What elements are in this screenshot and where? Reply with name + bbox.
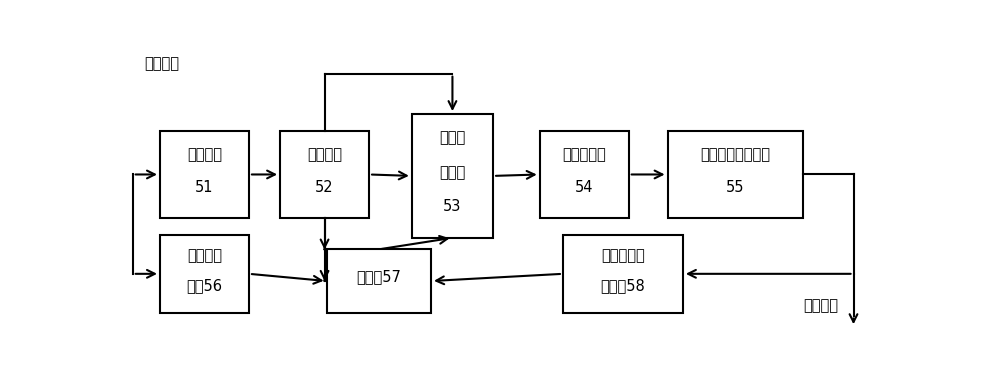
Bar — [326, 249, 431, 313]
Text: 54: 54 — [575, 180, 593, 195]
Bar — [412, 114, 493, 238]
Text: 高频变压器: 高频变压器 — [562, 147, 606, 162]
Bar — [280, 131, 369, 218]
Text: 电压电流检: 电压电流检 — [601, 248, 645, 263]
Text: 交流输入: 交流输入 — [144, 56, 179, 71]
Text: 51: 51 — [195, 180, 214, 195]
Bar — [160, 131, 249, 218]
Text: 原边控: 原边控 — [439, 131, 466, 145]
Text: 55: 55 — [726, 180, 745, 195]
Text: 副边整流滤波模块: 副边整流滤波模块 — [700, 147, 770, 162]
Text: 测模块58: 测模块58 — [601, 278, 645, 293]
Bar — [160, 235, 249, 313]
Text: 52: 52 — [315, 180, 334, 195]
Bar — [540, 131, 629, 218]
Text: 制模块: 制模块 — [439, 165, 466, 180]
Text: 模块56: 模块56 — [186, 278, 222, 293]
Bar — [563, 235, 683, 313]
Bar — [668, 131, 803, 218]
Text: 53: 53 — [443, 199, 462, 214]
Text: 过压检测: 过压检测 — [187, 248, 222, 263]
Text: 缓冲模块: 缓冲模块 — [307, 147, 342, 162]
Text: 直流输出: 直流输出 — [803, 298, 838, 313]
Text: 控制器57: 控制器57 — [356, 270, 401, 285]
Text: 整流模块: 整流模块 — [187, 147, 222, 162]
